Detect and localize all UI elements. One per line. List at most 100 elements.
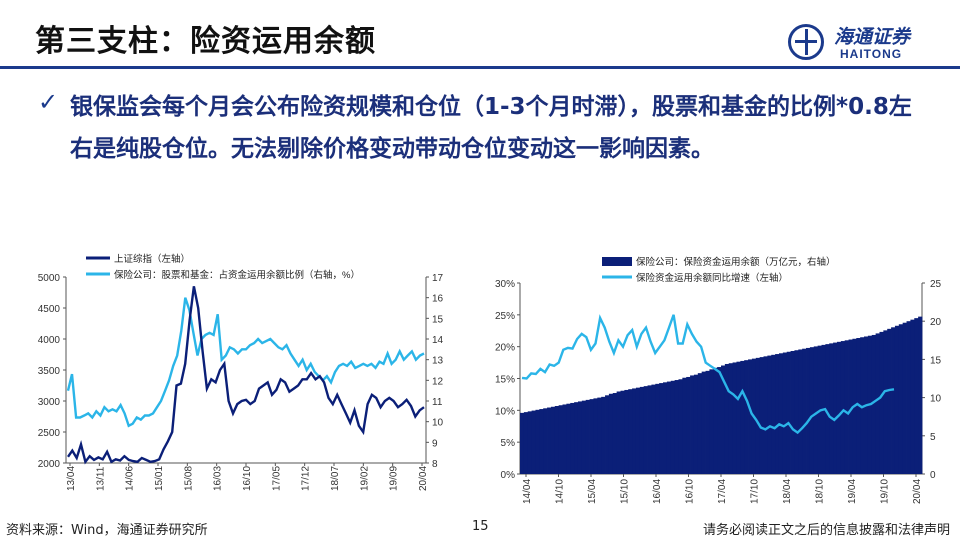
chart2-bar	[833, 342, 838, 474]
chart1-left-tick-label: 2000	[38, 459, 61, 470]
chart2-bar	[574, 402, 579, 474]
chart1-x-tick-label: 13/11	[95, 466, 106, 491]
chart2-bar	[778, 353, 784, 474]
chart2-bar	[713, 367, 718, 474]
chart1-right-tick-label: 11	[432, 397, 443, 408]
chart2-right-tick-label: 15	[930, 355, 942, 366]
chart2-bar	[639, 386, 645, 474]
chart2-bar	[844, 340, 849, 474]
chart1-right-tick-label: 12	[432, 376, 444, 387]
chart1-x-tick-label: 13/04	[66, 466, 77, 491]
chart1-x-tick-label: 14/06	[125, 466, 136, 491]
chart1-svg: 2000 2500 3000 3500 4000 4500 5000 8 9 10 11 12 13 14…	[38, 253, 444, 491]
chart2-bar	[678, 379, 683, 474]
chart2-bar	[597, 397, 602, 474]
chart2-bar	[635, 387, 641, 474]
chart2-bar	[686, 376, 691, 474]
chart2-bar	[763, 356, 768, 474]
chart2-left-tick-label: 30%	[495, 279, 515, 290]
chart2-x-tick-label: 17/04	[717, 479, 728, 504]
chart2-x-tick-label: 19/10	[880, 479, 891, 504]
chart2-bar	[693, 374, 699, 474]
chart2-bar	[554, 406, 560, 474]
chart2-x-tick-label: 20/04	[912, 479, 923, 504]
chart2-bar	[663, 382, 668, 474]
chart1-right-tick-label: 14	[432, 335, 444, 346]
chart2-bar	[786, 351, 791, 474]
chart2-bar	[875, 333, 880, 474]
chart2-bar	[709, 369, 714, 474]
chart2-svg: 0% 5% 10% 15% 20% 25% 30% 0 5 10 15 20 25 14/04 14/10 1…	[495, 256, 942, 504]
chart1-x-tick-label: 17/05	[271, 466, 282, 491]
chart2-bar	[887, 328, 892, 474]
chart2-bar	[848, 339, 853, 474]
chart2-bar	[914, 318, 919, 474]
chart1-right-tick-label: 16	[432, 294, 444, 305]
chart2-bar	[581, 400, 587, 474]
chart1-x-tick-label: 19/02	[359, 466, 370, 491]
chart2-bar	[891, 327, 896, 474]
chart2-bar	[539, 409, 544, 474]
chart2-right-tick-label: 5	[930, 432, 936, 443]
chart2-legend-swatch-balance	[602, 257, 632, 266]
chart2-bar	[813, 346, 819, 474]
chart1-right-tick-label: 9	[432, 438, 438, 449]
chart2-bar	[651, 384, 656, 474]
page-title: 第三支柱：险资运用余额	[35, 24, 376, 59]
haitong-logo: 海通证券 HAITONG	[784, 20, 934, 64]
chart2-bar	[724, 363, 730, 474]
chart2-series-growth-line	[521, 314, 895, 435]
chart2-bar	[520, 412, 525, 474]
chart2-bar	[585, 399, 590, 474]
chart2-bar	[558, 405, 563, 474]
chart1-legend-label-shanghai: 上证综指（左轴）	[114, 253, 190, 265]
chart2-bar	[674, 380, 679, 474]
bullet-point: ✓ 银保监会每个月会公布险资规模和仓位（1-3个月时滞），股票和基金的比例*0.…	[38, 86, 918, 170]
chart2-bar	[836, 341, 842, 474]
chart2-bar	[894, 325, 900, 474]
chart2-bar	[798, 349, 803, 474]
chart-insurance-funds-balance: 0% 5% 10% 15% 20% 25% 30% 0 5 10 15 20 25 14/04 14/10 1…	[480, 245, 950, 517]
chart2-bar	[736, 361, 741, 474]
chart1-right-tick-label: 8	[432, 459, 438, 470]
chart2-bar	[523, 412, 529, 474]
chart2-bar	[570, 402, 575, 474]
logo-chinese-name: 海通证券	[834, 26, 911, 48]
chart1-series-shanghai-index-line	[67, 286, 425, 465]
chart2-bar	[728, 363, 733, 474]
chart2-bar	[616, 391, 621, 474]
chart2-bar	[705, 370, 710, 474]
checkmark-icon: ✓	[38, 88, 59, 116]
chart2-x-tick-label: 19/04	[847, 479, 858, 504]
chart2-bar	[898, 324, 904, 474]
chart2-bar	[871, 334, 877, 474]
chart-shanghai-vs-equity-ratio: 2000 2500 3000 3500 4000 4500 5000 8 9 10 11 12 13 14…	[0, 245, 450, 517]
chart2-x-tick-label: 14/04	[522, 479, 533, 504]
chart2-x-tick-label: 17/10	[750, 479, 761, 504]
chart2-bar	[910, 319, 915, 474]
chart2-bar	[659, 383, 664, 474]
chart2-x-tick-label: 16/04	[652, 479, 663, 504]
title-divider	[0, 66, 960, 69]
source-note: 资料来源：Wind，海通证券研究所	[6, 523, 208, 538]
chart2-bar	[543, 408, 548, 474]
chart2-x-tick-label: 15/10	[620, 479, 631, 504]
disclaimer: 请务必阅读正文之后的信息披露和法律声明	[702, 523, 950, 538]
chart2-bar	[802, 348, 807, 474]
chart2-bar	[721, 365, 726, 474]
bullet-text: 银保监会每个月会公布险资规模和仓位（1-3个月时滞），股票和基金的比例*0.8左…	[70, 94, 912, 162]
chart1-left-tick-label: 3500	[38, 366, 61, 377]
chart1-x-tick-label: 18/07	[330, 466, 341, 491]
chart1-left-tick-label: 5000	[38, 273, 61, 284]
chart2-bar	[647, 385, 652, 474]
chart2-bar	[620, 390, 625, 474]
chart2-bar	[577, 401, 583, 474]
chart1-left-tick-label: 4000	[38, 335, 61, 346]
chart2-bar	[829, 343, 834, 474]
chart2-bar	[628, 389, 633, 474]
chart1-left-tick-label: 4500	[38, 304, 61, 315]
chart1-x-tick-label: 16/03	[213, 466, 224, 491]
chart1-x-tick-label: 15/01	[154, 466, 165, 491]
chart2-bar	[767, 355, 772, 474]
chart2-bar	[879, 331, 884, 474]
